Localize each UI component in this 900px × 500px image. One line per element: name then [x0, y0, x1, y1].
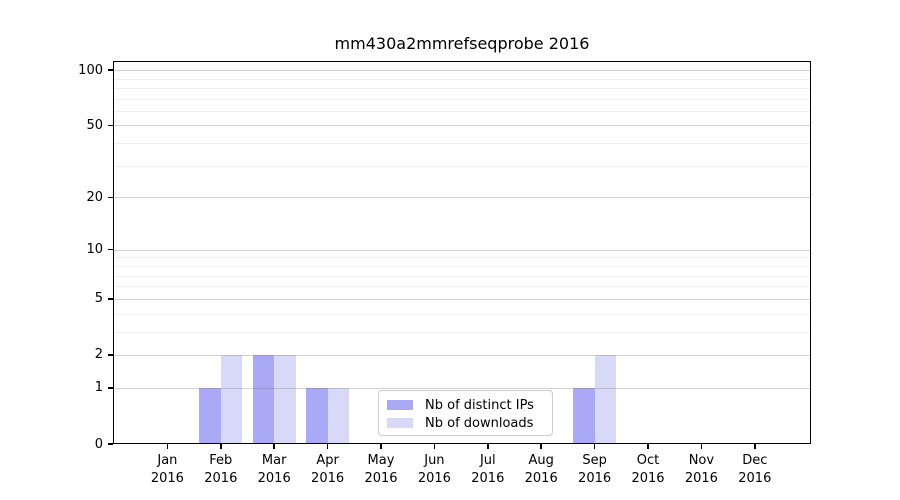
y-tick-label-5: 5: [94, 291, 103, 307]
chart-title: mm430a2mmrefseqprobe 2016: [334, 34, 590, 53]
x-tick-mark-apr: [326, 444, 329, 449]
x-tick-label-jun: Jun 2016: [417, 453, 451, 486]
gridline-minor-40: [113, 143, 811, 145]
legend-item-distinct-ips: Nb of distinct IPs: [387, 396, 552, 414]
x-tick-mark-oct: [647, 444, 649, 449]
gridline-minor-90: [113, 78, 811, 80]
x-tick-mark-mar: [273, 444, 275, 449]
y-tick-label-2: 2: [94, 347, 103, 363]
y-tick-mark-1: [108, 387, 113, 389]
legend-item-downloads: Nb of downloads: [387, 414, 552, 432]
bar-downloads-apr: [327, 387, 349, 444]
gridline-minor-60: [113, 110, 811, 112]
x-tick-label-mar: Mar 2016: [257, 453, 291, 486]
y-tick-mark-100: [108, 69, 113, 71]
gridline-minor-7: [113, 275, 811, 277]
gridline-minor-3: [113, 331, 811, 333]
bar-distinct-ips-sep: [573, 387, 595, 444]
legend: Nb of distinct IPs Nb of downloads: [378, 390, 553, 436]
y-tick-mark-10: [108, 248, 113, 251]
bar-downloads-sep: [594, 354, 616, 444]
gridline-major-50: [113, 125, 811, 127]
x-tick-mark-dec: [754, 444, 756, 449]
gridline-major-100: [113, 70, 811, 72]
x-tick-label-nov: Nov 2016: [684, 453, 718, 486]
y-tick-label-10: 10: [86, 242, 103, 258]
x-tick-mark-sep: [593, 444, 596, 449]
y-tick-mark-0: [108, 443, 113, 445]
gridline-major-5: [113, 298, 811, 300]
bar-downloads-mar: [274, 354, 296, 444]
legend-swatch-distinct-ips-icon: [387, 400, 413, 410]
y-tick-label-100: 100: [78, 62, 103, 78]
x-tick-label-jan: Jan 2016: [150, 453, 184, 486]
bar-distinct-ips-feb: [199, 387, 221, 444]
bar-downloads-feb: [220, 354, 243, 444]
x-tick-label-apr: Apr 2016: [311, 453, 345, 486]
x-tick-label-jul: Jul 2016: [471, 453, 505, 486]
gridline-major-10: [113, 249, 811, 251]
y-tick-label-20: 20: [86, 189, 103, 205]
y-tick-label-1: 1: [94, 380, 103, 396]
y-tick-mark-5: [108, 298, 113, 300]
x-tick-mark-jun: [433, 444, 436, 449]
gridline-minor-6: [113, 286, 811, 288]
x-tick-label-aug: Aug 2016: [524, 453, 558, 486]
gridline-major-20: [113, 197, 811, 199]
x-tick-mark-feb: [220, 444, 222, 449]
x-tick-label-feb: Feb 2016: [204, 453, 238, 486]
gridline-major-1: [113, 387, 811, 389]
y-tick-mark-50: [108, 124, 113, 127]
legend-label-distinct-ips: Nb of distinct IPs: [425, 397, 534, 413]
x-tick-label-may: May 2016: [364, 453, 398, 486]
legend-swatch-downloads-icon: [387, 418, 413, 428]
x-tick-mark-nov: [700, 444, 703, 449]
x-tick-label-dec: Dec 2016: [738, 453, 772, 486]
gridline-minor-80: [113, 87, 811, 89]
gridline-minor-4: [113, 313, 811, 315]
y-tick-label-50: 50: [86, 117, 103, 133]
x-tick-mark-may: [380, 444, 382, 449]
x-tick-label-oct: Oct 2016: [631, 453, 665, 486]
gridline-minor-9: [113, 257, 811, 259]
gridline-major-2: [113, 354, 811, 356]
y-tick-mark-20: [108, 196, 113, 199]
plot-area: [113, 61, 811, 444]
x-tick-label-sep: Sep 2016: [578, 453, 612, 486]
y-tick-label-0: 0: [94, 436, 103, 452]
x-tick-mark-jul: [487, 444, 489, 449]
gridline-minor-8: [113, 265, 811, 267]
gridline-minor-70: [113, 98, 811, 100]
x-tick-mark-aug: [540, 444, 542, 449]
gridline-minor-30: [113, 165, 811, 167]
bar-distinct-ips-mar: [252, 354, 275, 444]
y-tick-mark-2: [108, 354, 113, 356]
x-tick-mark-jan: [166, 444, 169, 449]
legend-label-downloads: Nb of downloads: [425, 415, 534, 431]
bar-distinct-ips-apr: [306, 387, 328, 444]
